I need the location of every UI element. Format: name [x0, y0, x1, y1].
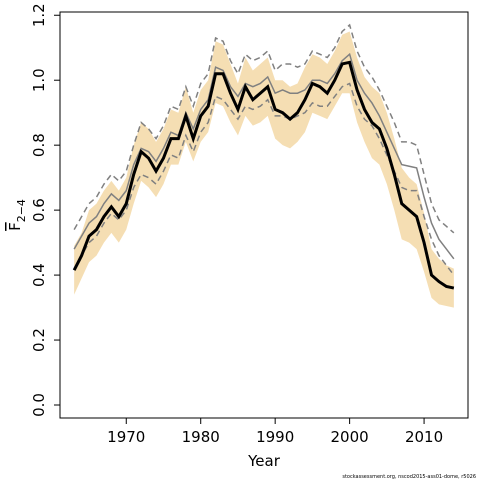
y-tick-label: 1.2	[30, 3, 48, 27]
y-tick-label: 0.8	[30, 133, 48, 157]
x-tick-label: 2010	[405, 428, 443, 446]
line	[73, 52, 455, 260]
x-tick-label: 2000	[331, 428, 369, 446]
y-tick-label: 0.2	[30, 328, 48, 352]
y-tick-label: 0.6	[30, 198, 48, 222]
plot-frame	[59, 11, 469, 419]
y-axis-label: F2−4	[6, 199, 28, 231]
y-tick-label: 0.0	[30, 393, 48, 417]
x-axis-label: Year	[247, 452, 281, 470]
footer: stockassessment.org, nscod2015-ass01-dom…	[342, 474, 476, 480]
y-axis-label-main: F	[6, 222, 24, 231]
line	[72, 60, 455, 290]
x-tick-label: 1970	[107, 428, 145, 446]
y-tick-label: 1.0	[30, 68, 48, 92]
line	[73, 23, 455, 234]
x-tick-label: 1980	[182, 428, 220, 446]
y-axis-label-sub: 2−4	[15, 199, 28, 222]
y-tick-label: 0.4	[30, 263, 48, 287]
x-tick-label: 1990	[256, 428, 294, 446]
confidence-band	[74, 31, 454, 308]
